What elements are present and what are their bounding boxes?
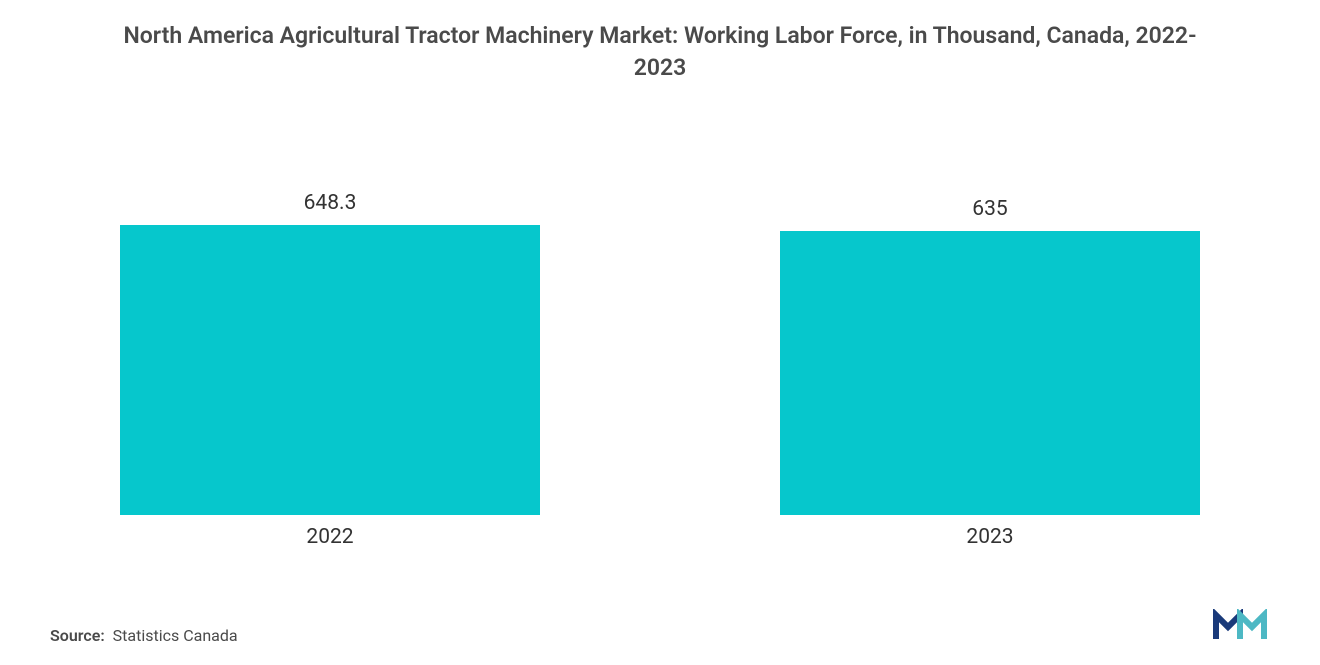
bars-area: 648.3 2022 635 2023: [50, 154, 1270, 549]
footer: Source: Statistics Canada: [50, 609, 1270, 645]
source-line: Source: Statistics Canada: [50, 626, 238, 645]
source-label: Source:: [50, 626, 105, 645]
bar-2022: [120, 225, 540, 515]
bar-value-2023: 635: [972, 197, 1007, 221]
bar-group-2022: 648.3 2022: [120, 191, 540, 549]
bar-group-2023: 635 2023: [780, 197, 1200, 549]
brand-logo: [1210, 609, 1270, 645]
bar-label-2023: 2023: [966, 525, 1013, 549]
chart-title: North America Agricultural Tractor Machi…: [110, 20, 1210, 84]
bar-value-2022: 648.3: [304, 191, 357, 215]
source-text: Statistics Canada: [113, 626, 238, 645]
chart-container: North America Agricultural Tractor Machi…: [0, 0, 1320, 665]
bar-label-2022: 2022: [306, 525, 353, 549]
bar-2023: [780, 231, 1200, 515]
